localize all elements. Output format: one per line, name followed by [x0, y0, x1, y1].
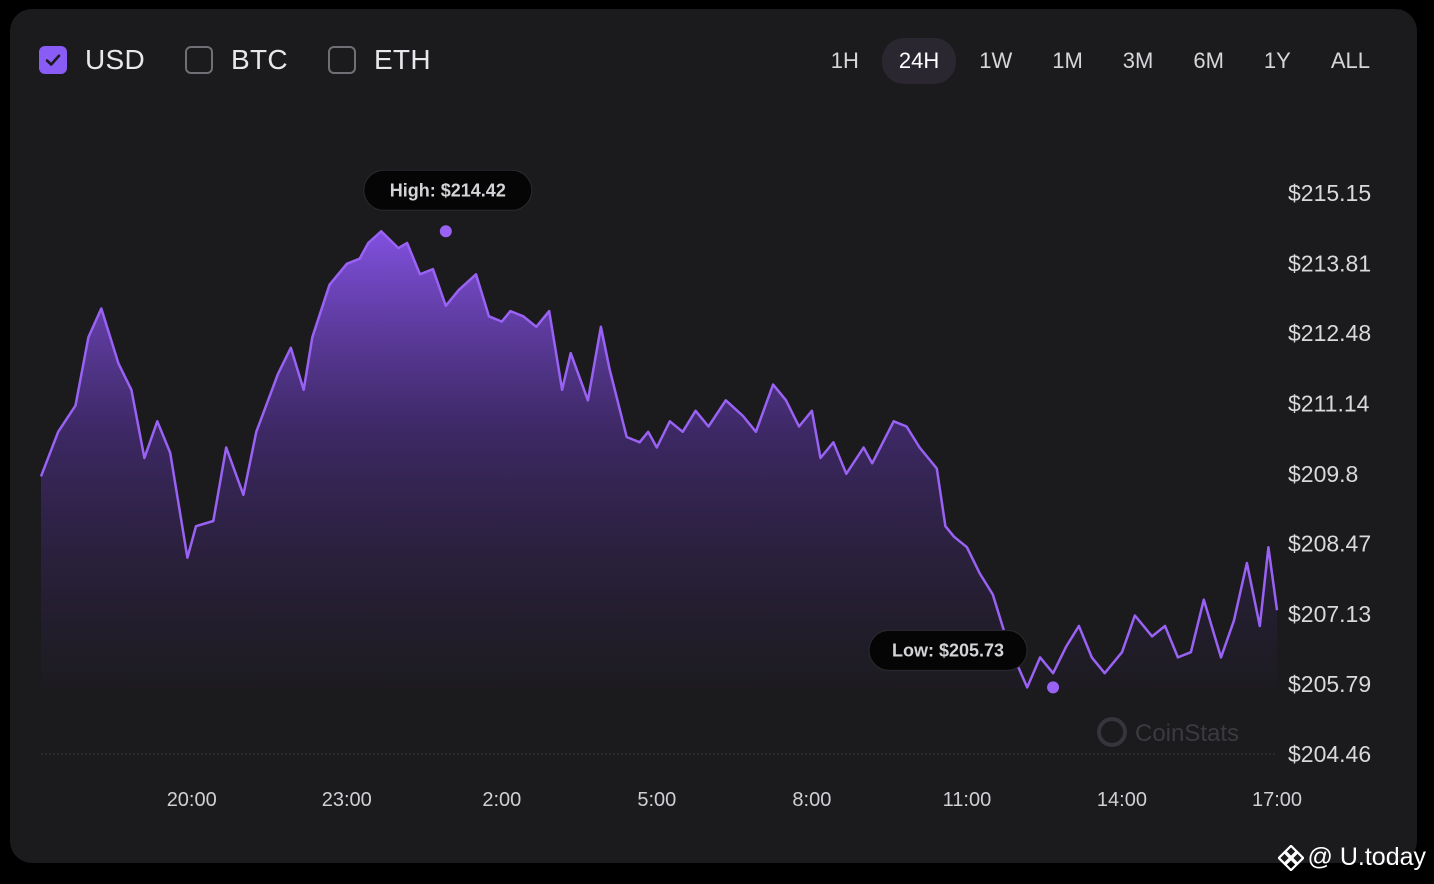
y-axis: $215.15 $213.81 $212.48 $211.14 $209.8 $208.4…: [1288, 180, 1371, 767]
low-label: Low: $205.73: [892, 640, 1004, 660]
watermark: CoinStats: [1097, 717, 1239, 747]
currency-option-btc[interactable]: BTC: [185, 44, 288, 76]
x-tick-label: 17:00: [1252, 789, 1302, 811]
currency-label-eth: ETH: [373, 44, 431, 75]
usd-checkbox[interactable]: [39, 46, 67, 74]
price-area-fill: [41, 231, 1277, 690]
x-axis: 20:00 23:00 2:00 5:00 8:00 11:00 14:00 17:00: [167, 789, 1302, 811]
high-label: High: $214.42: [390, 180, 506, 200]
x-tick-label: 2:00: [482, 789, 521, 811]
range-tab-1w[interactable]: 1W: [979, 48, 1013, 73]
x-tick-label: 14:00: [1097, 789, 1147, 811]
price-chart[interactable]: CoinStats $215.15 $213.81 $212.48 $211.14 $2…: [10, 9, 1417, 863]
time-range-tabs: 1H 24H 1W 1M 3M 6M 1Y ALL: [808, 38, 1387, 84]
range-tab-1y[interactable]: 1Y: [1263, 48, 1291, 73]
checkmark-icon: [45, 54, 61, 66]
x-tick-label: 5:00: [637, 789, 676, 811]
eth-checkbox[interactable]: [327, 46, 356, 74]
x-tick-label: 20:00: [167, 789, 217, 811]
y-tick-label: $213.81: [1288, 250, 1371, 276]
chart-canvas[interactable]: CoinStats $215.15$213.81$212.48$211.14$2…: [10, 9, 1417, 863]
x-tick-label: 23:00: [322, 789, 372, 811]
currency-label-btc: BTC: [231, 44, 288, 75]
brand-text: @ U.today: [1307, 843, 1426, 871]
currency-selector: USD BTC ETH: [39, 44, 471, 76]
range-tab-24h[interactable]: 24H: [881, 38, 957, 84]
range-tab-3m[interactable]: 3M: [1122, 48, 1154, 73]
currency-option-usd[interactable]: USD: [39, 44, 145, 76]
range-tab-1h[interactable]: 1H: [830, 48, 859, 73]
y-tick-label: $211.14: [1288, 390, 1370, 416]
y-tick-label: $208.47: [1288, 531, 1371, 557]
high-tooltip: [363, 169, 533, 211]
low-point[interactable]: [1047, 681, 1060, 694]
currency-option-eth[interactable]: ETH: [327, 44, 431, 76]
x-tick-label: 8:00: [792, 789, 831, 811]
watermark-text: CoinStats: [1135, 720, 1239, 747]
y-tick-label: $209.8: [1288, 461, 1358, 487]
btc-checkbox[interactable]: [185, 46, 214, 74]
y-tick-label: $205.79: [1288, 671, 1371, 697]
currency-label-usd: USD: [85, 44, 146, 75]
y-tick-label: $204.46: [1288, 741, 1371, 767]
extreme-markers: High: $214.42 Low: $205.73: [363, 169, 1060, 694]
x-tick-label: 11:00: [943, 789, 992, 811]
price-line[interactable]: [39, 230, 1279, 689]
brand-watermark: @ U.today: [1277, 843, 1426, 872]
price-chart-card: USD BTC ETH 1H 24H 1W 1M 3M 6M 1Y ALL: [10, 9, 1417, 863]
y-tick-label: $212.48: [1288, 320, 1371, 346]
binance-diamond-icon: [1277, 844, 1304, 871]
range-tab-6m[interactable]: 6M: [1193, 48, 1224, 73]
y-tick-label: $207.13: [1288, 601, 1371, 627]
high-point[interactable]: [439, 225, 452, 238]
range-tab-all[interactable]: ALL: [1330, 48, 1370, 73]
range-tab-1m[interactable]: 1M: [1052, 48, 1083, 73]
low-tooltip: [868, 629, 1028, 671]
y-tick-label: $215.15: [1288, 180, 1371, 206]
